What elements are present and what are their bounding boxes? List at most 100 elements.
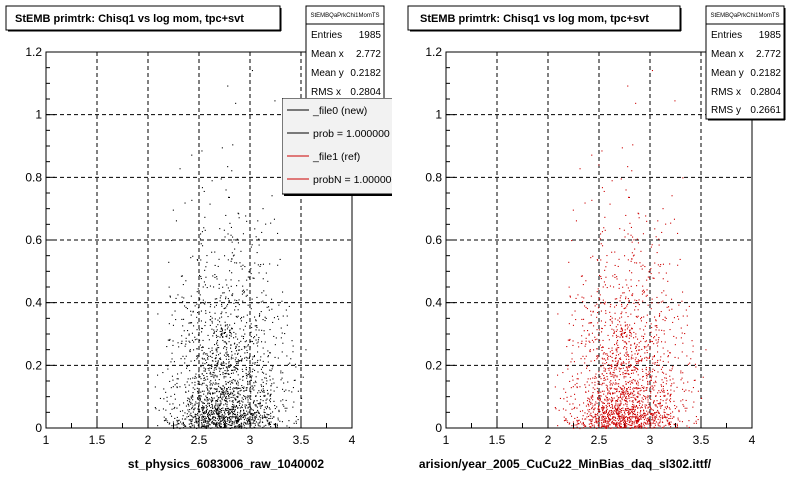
scatter-point (627, 409, 629, 411)
scatter-point (224, 386, 226, 388)
scatter-point (593, 325, 595, 327)
scatter-point (224, 346, 226, 348)
scatter-point (254, 416, 256, 418)
scatter-point (657, 359, 659, 361)
scatter-point (605, 410, 607, 412)
scatter-point (636, 421, 638, 423)
scatter-point (232, 369, 234, 371)
scatter-point (203, 227, 205, 229)
scatter-point (621, 397, 623, 399)
scatter-point (624, 410, 626, 412)
scatter-point (592, 377, 594, 379)
scatter-point (225, 335, 227, 337)
scatter-point (257, 345, 259, 347)
scatter-point (194, 414, 196, 416)
scatter-point (628, 396, 630, 398)
scatter-point (169, 413, 171, 415)
scatter-point (295, 420, 297, 422)
scatter-point (215, 382, 217, 384)
scatter-point (217, 418, 219, 420)
scatter-point (258, 244, 260, 246)
scatter-point (606, 376, 608, 378)
scatter-point (279, 420, 281, 422)
scatter-point (224, 427, 226, 429)
scatter-point (569, 339, 571, 341)
scatter-point (207, 357, 209, 359)
scatter-point (224, 341, 226, 343)
scatter-point (165, 418, 167, 420)
scatter-point (614, 405, 616, 407)
scatter-point (665, 402, 667, 404)
scatter-point (269, 408, 271, 410)
scatter-point (247, 401, 249, 403)
scatter-point (282, 342, 284, 344)
scatter-point (214, 364, 216, 366)
scatter-point (611, 349, 613, 351)
scatter-point (666, 380, 668, 382)
scatter-point (626, 368, 628, 370)
scatter-point (260, 417, 262, 419)
scatter-point (270, 389, 272, 391)
scatter-point (669, 379, 671, 381)
scatter-point (240, 423, 242, 425)
scatter-point (643, 421, 645, 423)
scatter-point (264, 416, 266, 418)
scatter-point (661, 329, 663, 331)
scatter-point (637, 359, 639, 361)
scatter-point (611, 396, 613, 398)
scatter-point (682, 177, 684, 179)
scatter-point (632, 421, 634, 423)
scatter-point (603, 379, 605, 381)
scatter-point (590, 401, 592, 403)
scatter-point (241, 335, 243, 337)
scatter-point (260, 368, 262, 370)
scatter-point (614, 416, 616, 418)
right-chart-panel: 1 1.5 2 2.5 3 3.5 400.20.40.60.811.2 StEMB pri… (407, 5, 786, 471)
scatter-point (679, 258, 681, 260)
scatter-point (235, 315, 237, 317)
scatter-point (609, 392, 611, 394)
scatter-point (201, 382, 203, 384)
scatter-point (641, 368, 643, 370)
scatter-point (661, 379, 663, 381)
scatter-point (187, 397, 189, 399)
scatter-point (645, 215, 647, 217)
scatter-point (603, 377, 605, 379)
scatter-point (204, 370, 206, 372)
scatter-point (282, 404, 284, 406)
legend-label: prob = 1.000000 (313, 128, 390, 140)
scatter-point (637, 384, 639, 386)
scatter-point (631, 381, 633, 383)
scatter-point (627, 166, 629, 168)
scatter-point (220, 368, 222, 370)
scatter-point (602, 410, 604, 412)
scatter-point (223, 404, 225, 406)
scatter-point (219, 424, 221, 426)
scatter-point (229, 400, 231, 402)
scatter-point (261, 329, 263, 331)
scatter-point (254, 418, 256, 420)
scatter-point (648, 420, 650, 422)
scatter-point (251, 415, 253, 417)
scatter-point (190, 397, 192, 399)
scatter-point (667, 422, 669, 424)
scatter-point (674, 405, 676, 407)
scatter-point (203, 412, 205, 414)
scatter-point (616, 349, 618, 351)
scatter-point (239, 390, 241, 392)
scatter-point (610, 399, 612, 401)
scatter-point (623, 354, 625, 356)
scatter-point (216, 343, 218, 345)
scatter-point (613, 331, 615, 333)
scatter-point (207, 334, 209, 336)
scatter-point (620, 328, 622, 330)
scatter-point (213, 392, 215, 394)
scatter-point (242, 398, 244, 400)
scatter-point (635, 405, 637, 407)
scatter-point (596, 259, 598, 261)
scatter-point (646, 387, 648, 389)
scatter-point (210, 375, 212, 377)
scatter-point (614, 374, 616, 376)
scatter-point (607, 402, 609, 404)
scatter-point (628, 395, 630, 397)
